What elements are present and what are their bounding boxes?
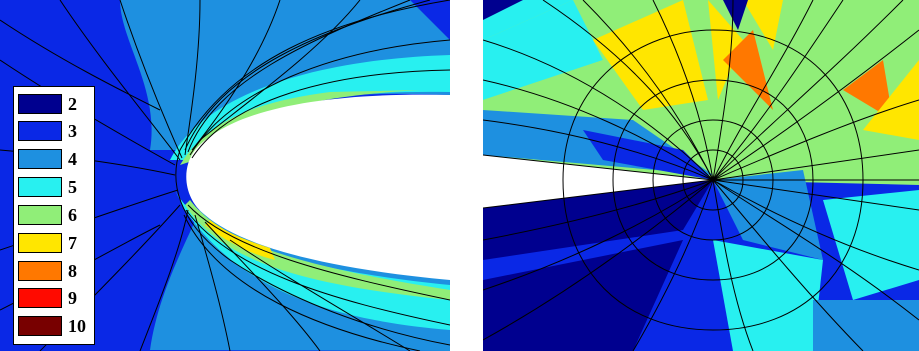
legend-swatch-3	[18, 121, 62, 141]
patch-level-5-b	[483, 0, 603, 100]
band-level-4-top	[120, 0, 450, 150]
airfoil-trailing-edge	[483, 155, 713, 208]
patch-level-2-top	[723, 0, 748, 30]
legend-label-9: 9	[68, 287, 77, 308]
patch-level-8-b	[843, 60, 893, 120]
color-legend: 2 3 4 5 6 7 8 9	[13, 86, 95, 345]
patch-level-2-corner	[483, 0, 523, 20]
legend-entry-3: 3	[18, 120, 77, 142]
band-level-5-top	[170, 55, 450, 160]
trailing-edge-panel	[483, 0, 919, 351]
patch-level-7-c	[743, 0, 783, 50]
legend-label-8: 8	[68, 260, 77, 281]
legend-entry-10: 10	[18, 315, 86, 337]
patch-level-5-lower-b	[713, 240, 823, 351]
legend-swatch-10	[18, 316, 62, 336]
legend-swatch-5	[18, 177, 62, 197]
mesh-lines	[0, 0, 450, 351]
patch-level-7-d	[863, 60, 919, 140]
leading-edge-mesh	[0, 0, 450, 351]
legend-entry-2: 2	[18, 93, 77, 115]
legend-label-7: 7	[68, 232, 77, 253]
trailing-edge-mesh	[483, 0, 919, 351]
legend-label-6: 6	[68, 204, 77, 225]
legend-swatch-6	[18, 205, 62, 225]
legend-swatch-9	[18, 288, 62, 308]
legend-label-10: 10	[68, 315, 86, 336]
band-level-6-bottom	[185, 200, 450, 300]
patch-level-5-lower-a	[823, 190, 919, 300]
legend-label-4: 4	[68, 148, 77, 169]
airfoil-leading-edge	[186, 94, 450, 280]
legend-label-5: 5	[68, 176, 77, 197]
patch-level-6-b	[783, 0, 873, 95]
patch-level-7-b	[708, 0, 743, 100]
legend-entry-6: 6	[18, 204, 77, 226]
legend-label-2: 2	[68, 93, 77, 114]
legend-entry-5: 5	[18, 176, 77, 198]
band-level-5-bottom	[175, 190, 450, 330]
leading-edge-panel: 2 3 4 5 6 7 8 9	[0, 0, 450, 351]
legend-entry-4: 4	[18, 148, 77, 170]
patch-level-7-a	[593, 0, 708, 110]
legend-swatch-4	[18, 149, 62, 169]
patch-level-2-lower	[483, 240, 683, 351]
mesh-lines-right	[483, 0, 919, 351]
patch-level-4-lower-b	[813, 300, 919, 351]
legend-swatch-7	[18, 233, 62, 253]
legend-entry-8: 8	[18, 260, 77, 282]
legend-entry-7: 7	[18, 232, 77, 254]
legend-entry-9: 9	[18, 287, 77, 309]
legend-swatch-8	[18, 261, 62, 281]
legend-swatch-2	[18, 94, 62, 114]
legend-label-3: 3	[68, 120, 77, 141]
